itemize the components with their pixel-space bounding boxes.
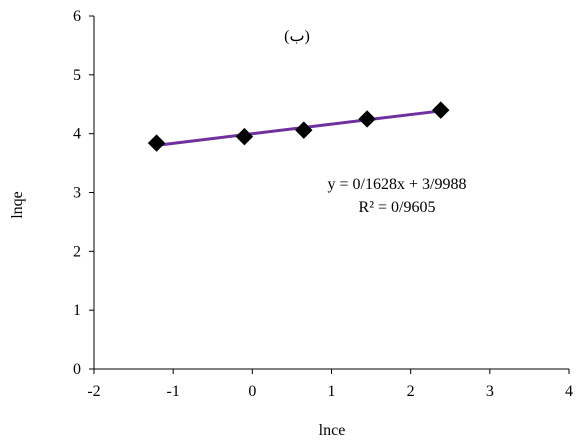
y-tick-label: 3 bbox=[73, 185, 81, 202]
x-tick-label: -2 bbox=[87, 383, 100, 400]
tick-labels: 0 1 2 3 4 5 6 -2 -1 0 1 2 3 4 bbox=[73, 8, 573, 400]
data-point bbox=[235, 127, 254, 146]
data-point bbox=[295, 121, 313, 139]
x-tick-label: 0 bbox=[248, 383, 256, 400]
x-tick-label: 2 bbox=[407, 383, 415, 400]
y-tick-label: 4 bbox=[73, 126, 81, 143]
trendline-equation: y = 0/1628x + 3/9988 bbox=[328, 176, 467, 193]
data-point bbox=[147, 134, 166, 152]
data-point bbox=[432, 101, 450, 119]
axes bbox=[89, 15, 570, 374]
y-tick-label: 2 bbox=[73, 243, 81, 260]
r-squared-label: R² = 0/9605 bbox=[359, 199, 436, 216]
x-tick-label: 3 bbox=[486, 383, 494, 400]
y-axis-title: lnqe bbox=[9, 191, 26, 219]
x-tick-label: 1 bbox=[328, 383, 336, 400]
x-tick-label: -1 bbox=[167, 383, 180, 400]
y-tick-label: 0 bbox=[73, 361, 81, 378]
chart-title: (ب) bbox=[284, 28, 310, 45]
y-tick-label: 6 bbox=[73, 8, 81, 25]
y-tick-label: 5 bbox=[73, 67, 81, 84]
data-point bbox=[358, 110, 376, 128]
data-points bbox=[147, 101, 450, 152]
y-tick-label: 1 bbox=[73, 302, 81, 319]
x-axis-title: lnce bbox=[319, 422, 346, 439]
x-tick-label: 4 bbox=[565, 383, 573, 400]
